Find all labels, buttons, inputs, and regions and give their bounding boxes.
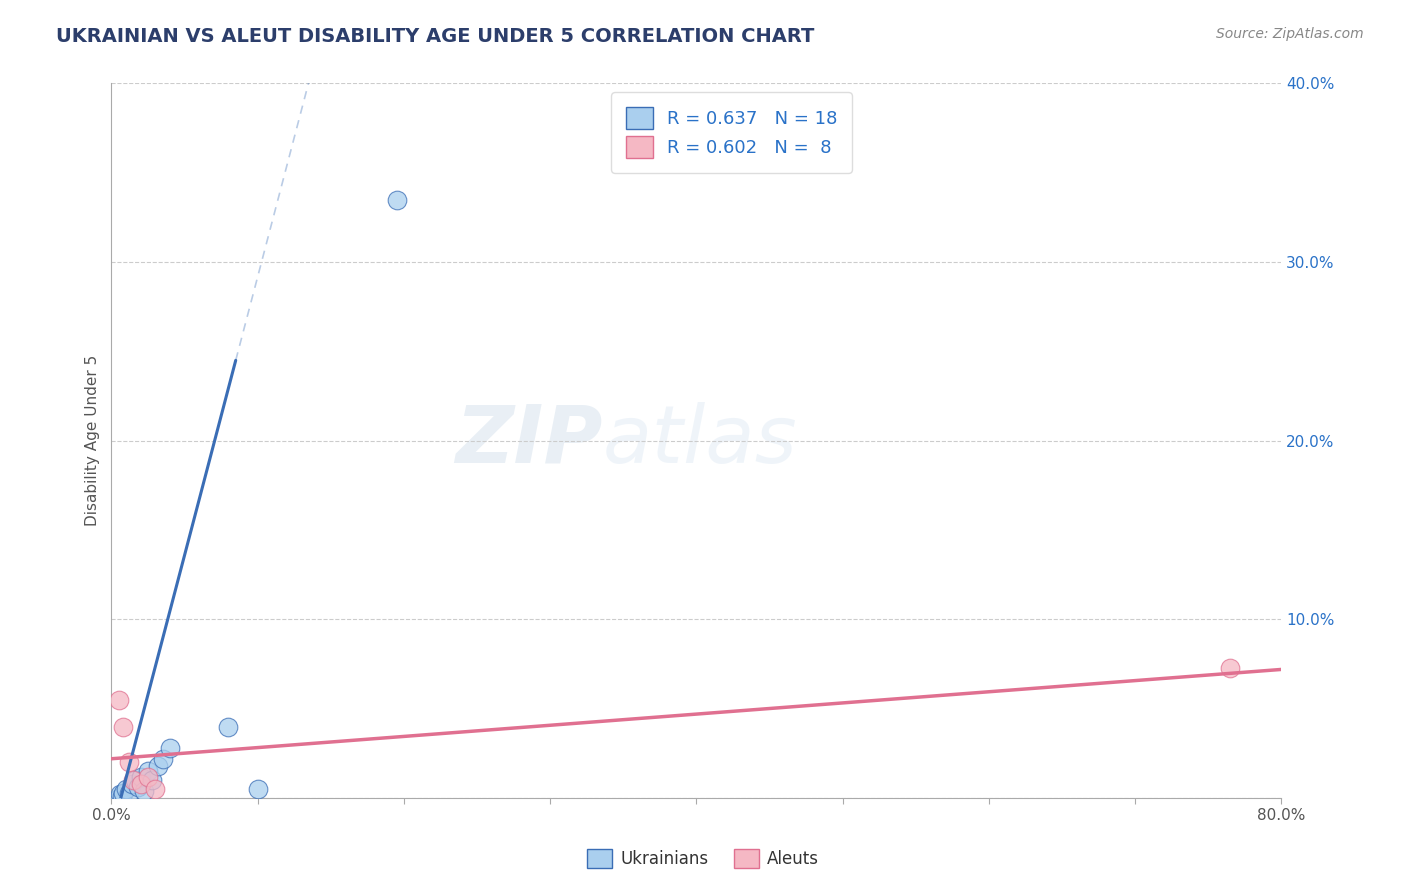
Text: ZIP: ZIP xyxy=(456,401,603,480)
Y-axis label: Disability Age Under 5: Disability Age Under 5 xyxy=(86,355,100,526)
Point xyxy=(122,773,145,788)
Text: atlas: atlas xyxy=(603,401,797,480)
Legend: Ukrainians, Aleuts: Ukrainians, Aleuts xyxy=(581,843,825,875)
Point xyxy=(107,791,129,805)
Point xyxy=(1219,660,1241,674)
Point xyxy=(246,782,269,797)
Point xyxy=(129,770,152,784)
Point xyxy=(118,756,141,770)
Point xyxy=(107,693,129,707)
Text: Source: ZipAtlas.com: Source: ZipAtlas.com xyxy=(1216,27,1364,41)
Point xyxy=(112,786,135,800)
Point xyxy=(129,777,152,791)
Point xyxy=(136,764,159,779)
Point xyxy=(127,780,149,795)
Point xyxy=(159,741,181,756)
Point xyxy=(115,782,138,797)
Point xyxy=(141,773,163,788)
Point xyxy=(385,193,408,207)
Point xyxy=(152,752,174,766)
Text: UKRAINIAN VS ALEUT DISABILITY AGE UNDER 5 CORRELATION CHART: UKRAINIAN VS ALEUT DISABILITY AGE UNDER … xyxy=(56,27,814,45)
Point xyxy=(121,777,143,791)
Point xyxy=(132,784,155,798)
Legend: R = 0.637   N = 18, R = 0.602   N =  8: R = 0.637 N = 18, R = 0.602 N = 8 xyxy=(612,93,852,173)
Point xyxy=(118,786,141,800)
Point xyxy=(124,773,146,788)
Point xyxy=(111,789,134,804)
Point xyxy=(143,782,166,797)
Point xyxy=(112,720,135,734)
Point xyxy=(108,788,131,802)
Point xyxy=(148,759,170,773)
Point xyxy=(136,770,159,784)
Point xyxy=(217,720,239,734)
